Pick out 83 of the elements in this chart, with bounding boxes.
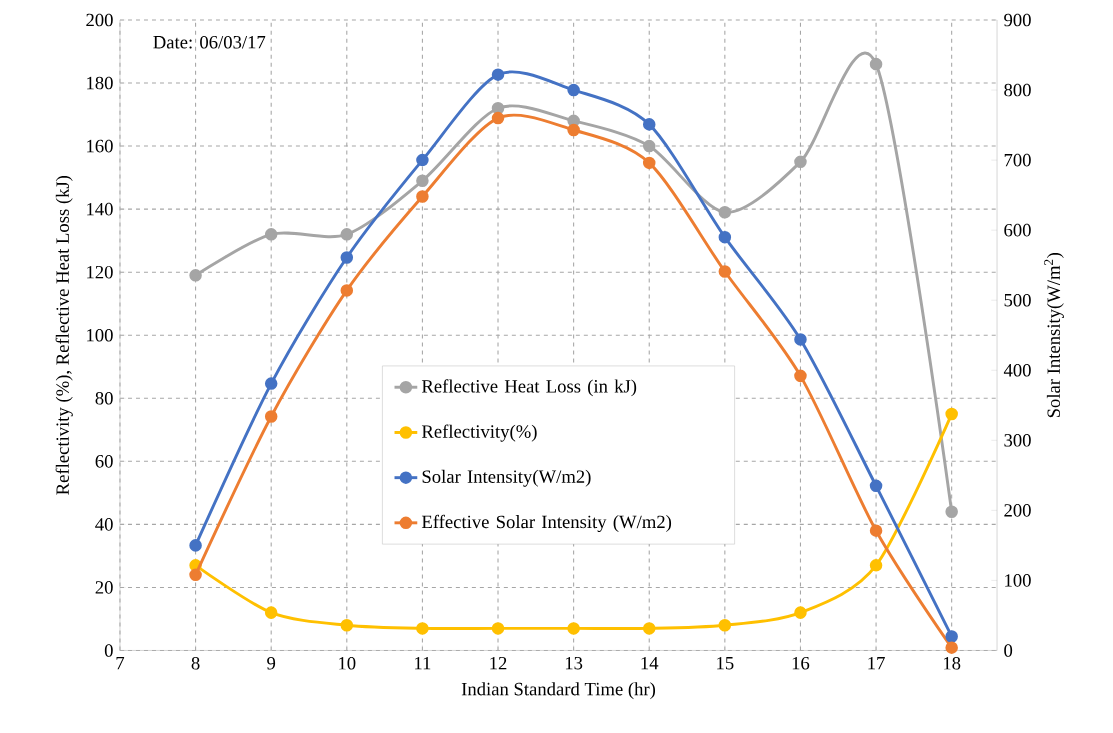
point xyxy=(718,265,732,278)
legend-label: Reflective Heat Loss (in kJ) xyxy=(421,379,637,397)
x-tick-label: 15 xyxy=(717,656,734,670)
point xyxy=(642,156,656,170)
y-tick-label: 60 xyxy=(95,454,113,468)
y2-axis-title: Solar Intensity(W/m$^{2}$) xyxy=(1044,252,1064,418)
point xyxy=(491,68,505,81)
point xyxy=(340,251,354,264)
y2-tick-label: 200 xyxy=(1004,504,1031,517)
point xyxy=(264,410,278,423)
point xyxy=(869,479,883,493)
legend-label: Reflectivity(%) xyxy=(421,424,537,442)
point xyxy=(642,118,656,131)
point xyxy=(945,641,958,654)
point xyxy=(340,618,354,632)
x-tick-label: 9 xyxy=(267,656,276,670)
x-tick-label: 13 xyxy=(565,656,583,670)
point xyxy=(264,606,278,619)
point xyxy=(264,228,278,241)
point xyxy=(416,622,429,635)
x-tick-label: 18 xyxy=(943,656,961,670)
y-tick-label: 100 xyxy=(87,328,113,342)
point xyxy=(340,284,354,297)
x-tick-label: 7 xyxy=(116,656,125,670)
point xyxy=(416,174,429,187)
y2-tick-label: 500 xyxy=(1004,293,1031,307)
point xyxy=(642,622,656,635)
point xyxy=(718,618,732,632)
point xyxy=(945,505,958,518)
point xyxy=(794,333,807,346)
x-tick-label: 17 xyxy=(868,656,885,670)
point xyxy=(869,524,883,537)
y-tick-label: 40 xyxy=(95,518,113,531)
x-tick-label: 10 xyxy=(339,656,356,670)
legend-label: Solar Intensity(W/m2) xyxy=(422,469,591,487)
point xyxy=(642,139,656,153)
point xyxy=(718,205,732,219)
x-tick-label: 16 xyxy=(792,656,810,670)
legend-label: Effective Solar Intensity (W/m2) xyxy=(421,514,672,532)
x-tick-label: 8 xyxy=(191,656,200,670)
y-tick-label: 80 xyxy=(95,391,113,405)
point xyxy=(491,101,505,115)
y-tick-label: 20 xyxy=(95,581,113,594)
y2-tick-label: 900 xyxy=(1004,13,1031,27)
y-tick-label: 120 xyxy=(87,265,113,279)
y2-tick-label: 100 xyxy=(1005,574,1031,587)
y2-tick-label: 600 xyxy=(1004,223,1031,237)
point xyxy=(264,377,278,390)
y2-tick-label: 800 xyxy=(1004,83,1031,97)
point xyxy=(491,622,505,635)
x-tick-label: 12 xyxy=(490,656,507,670)
point xyxy=(794,155,807,169)
x-tick-label: 11 xyxy=(415,656,431,670)
point xyxy=(567,123,580,137)
y-tick-label: 180 xyxy=(87,76,113,90)
y-tick-label: 200 xyxy=(86,13,113,27)
point xyxy=(794,606,807,619)
y-tick-label: 160 xyxy=(87,139,113,153)
point xyxy=(869,57,883,71)
point xyxy=(189,269,202,282)
point xyxy=(869,559,883,572)
y2-tick-label: 700 xyxy=(1004,153,1031,167)
point xyxy=(416,153,429,167)
point xyxy=(491,111,505,125)
point xyxy=(340,228,354,241)
y2-tick-label: 400 xyxy=(1003,363,1031,377)
y2-tick-label: 0 xyxy=(1004,644,1013,657)
point xyxy=(567,622,580,635)
x-axis-title: Indian Standard Time (hr) xyxy=(461,682,656,700)
point xyxy=(718,230,732,244)
point xyxy=(189,568,202,582)
point xyxy=(794,369,807,383)
y2-tick-label: 300 xyxy=(1004,433,1031,447)
y-tick-label: 0 xyxy=(104,644,113,657)
point xyxy=(189,539,202,552)
y-tick-label: 140 xyxy=(87,202,113,216)
x-tick-label: 14 xyxy=(641,656,659,670)
point xyxy=(416,190,429,203)
point xyxy=(945,630,958,643)
point xyxy=(945,407,958,421)
point xyxy=(567,83,580,97)
annotation: Date: 06/03/17 xyxy=(153,35,266,49)
y-axis-title: Reflectivity (%), Reflective Heat Loss (kJ) xyxy=(55,175,73,495)
